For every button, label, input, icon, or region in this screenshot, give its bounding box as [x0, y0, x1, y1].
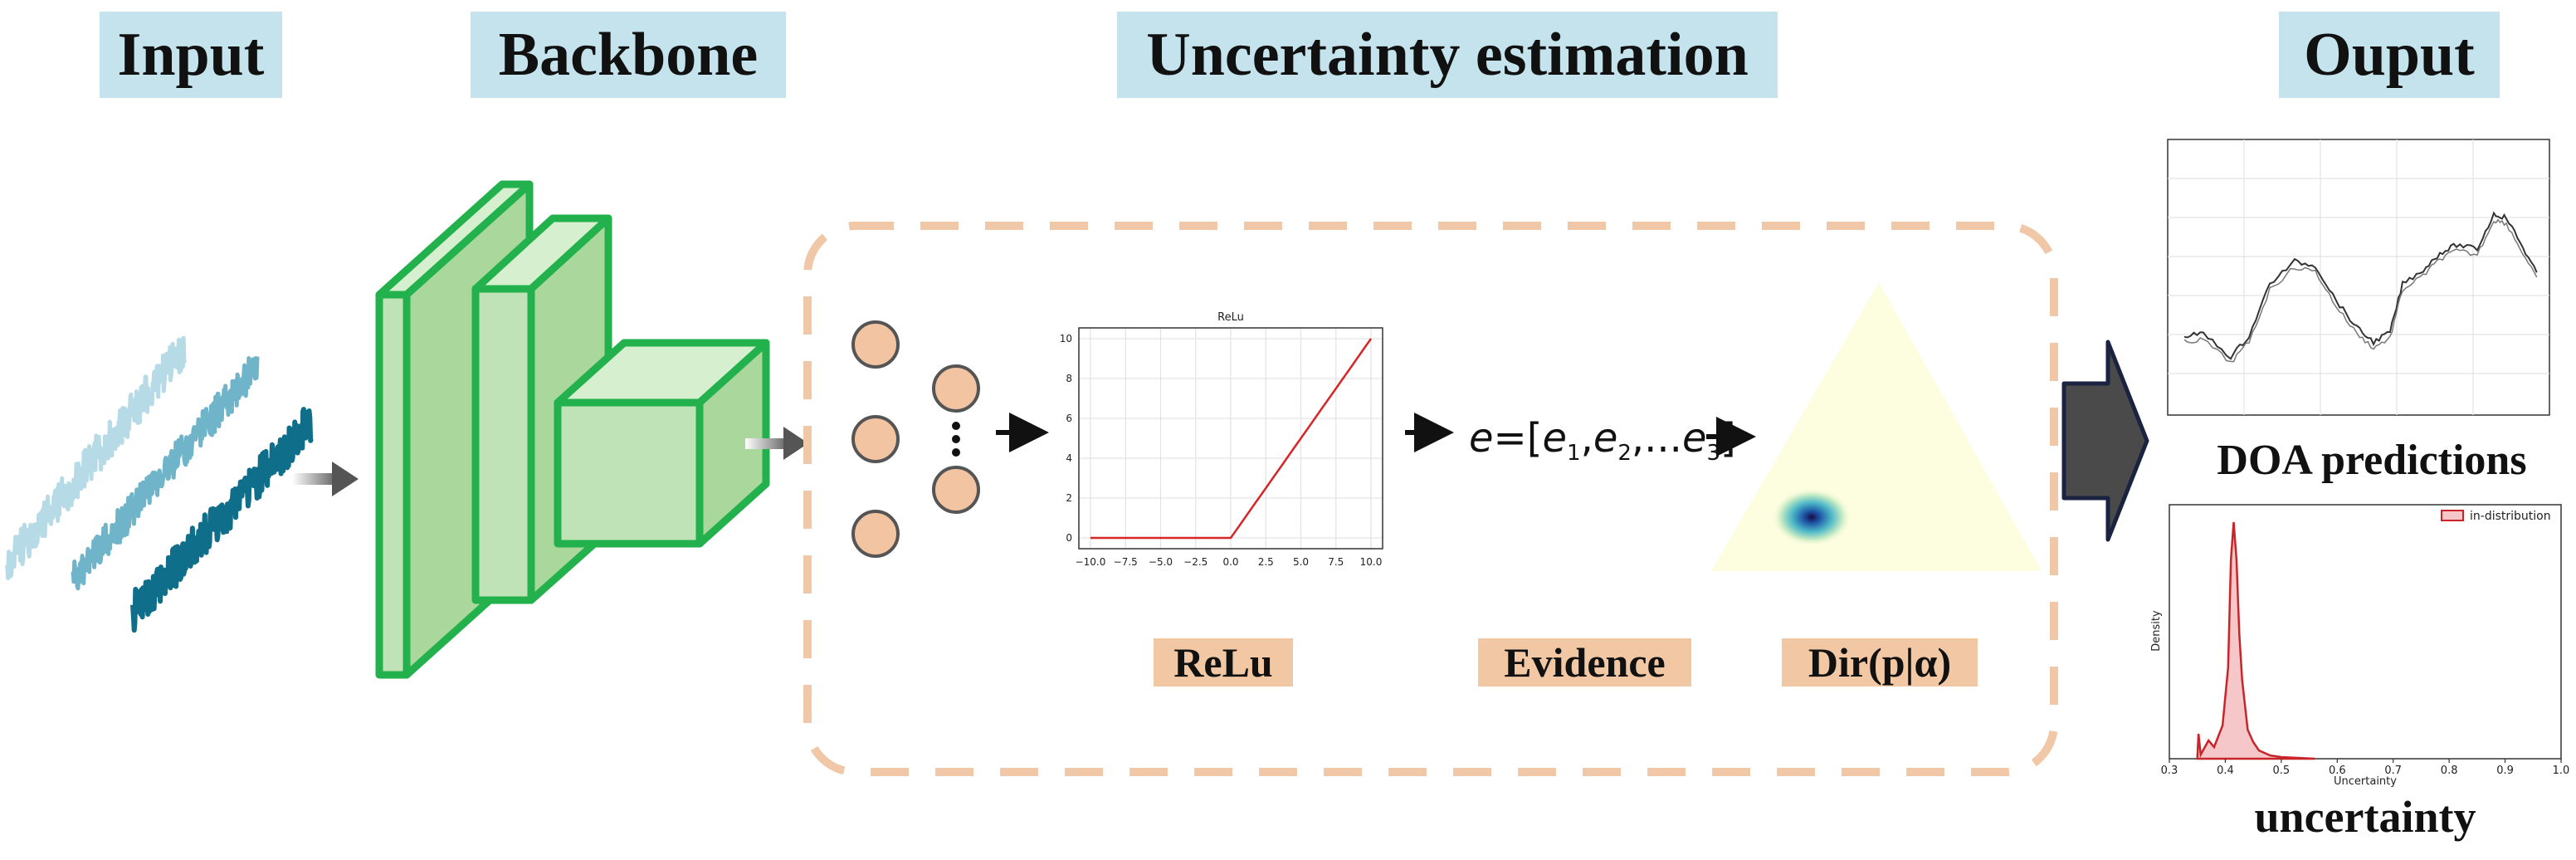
doa-plot: [2167, 139, 2550, 416]
histogram-x-tick-label: 1.0: [2553, 765, 2570, 777]
dirichlet-label: Dir(p|α): [1782, 638, 1978, 687]
relu-y-tick-label: 4: [1066, 452, 1072, 464]
uncertainty-region-border: [803, 222, 2058, 776]
backbone-network: [375, 180, 770, 679]
backbone-to-uncertainty-arrow: [745, 427, 808, 460]
doa-curve: [2183, 211, 2538, 360]
relu-curve: [1090, 338, 1373, 540]
histogram-y-label: Density: [2150, 610, 2163, 652]
input-header: Input: [100, 12, 282, 98]
histogram-legend-label: in-distribution: [2470, 510, 2551, 523]
histogram-x-label: Uncertainty: [2334, 775, 2397, 788]
relu-plot: ReLu −10.0 −7.5 −5.0 −2.5 0.0 2.5 5.0 7.5 10.0 0…: [1060, 311, 1383, 568]
neuron-4: [932, 364, 980, 413]
relu-label: ReLu: [1154, 638, 1293, 687]
input-to-backbone-arrow: [292, 462, 359, 496]
neuron-1: [851, 320, 900, 369]
relu-x-tick-label: −2.5: [1183, 556, 1208, 568]
neuron-layer: [851, 320, 980, 558]
evidence-label: Evidence: [1478, 638, 1691, 687]
uncertainty-caption: uncertainty: [2254, 792, 2476, 842]
histogram-x-ticks: 0.3 0.4 0.5 0.6 0.7 0.8 0.9 1.0: [2161, 759, 2570, 777]
dirichlet-density-blob: [1772, 488, 1852, 546]
relu-x-tick-label: −10.0: [1076, 556, 1106, 568]
neuron-2: [851, 415, 900, 463]
histogram-legend-swatch: [2441, 510, 2464, 521]
relu-y-tick-label: 0: [1066, 532, 1072, 544]
relu-x-ticks: −10.0 −7.5 −5.0 −2.5 0.0 2.5 5.0 7.5 10.0: [1076, 556, 1383, 568]
neuron-ellipsis: [952, 422, 960, 457]
doa-predictions-caption: DOA predictions: [2217, 437, 2527, 484]
dirichlet-simplex: [1711, 282, 2042, 571]
uncertainty-histogram: in-distribution 0.3 0.4 0.5 0.6 0.7 0.8 0.9 1.0…: [2150, 504, 2570, 788]
relu-y-tick-label: 10: [1060, 333, 1072, 344]
relu-y-tick-label: 6: [1066, 413, 1072, 424]
relu-x-tick-label: 7.5: [1328, 556, 1344, 568]
relu-x-tick-label: 2.5: [1258, 556, 1274, 568]
histogram-x-tick-label: 0.6: [2329, 765, 2346, 777]
evidence-formula: e=[e1,e2,...e3]: [1469, 415, 1736, 466]
relu-y-ticks: 0 2 4 6 8 10: [1060, 333, 1072, 544]
neuron-3: [851, 510, 900, 558]
histogram-density: [2196, 521, 2315, 760]
histogram-x-tick-label: 0.4: [2217, 765, 2234, 777]
relu-x-tick-label: −7.5: [1114, 556, 1138, 568]
relu-x-tick-label: 0.0: [1222, 556, 1238, 568]
histogram-x-tick-label: 0.9: [2496, 765, 2514, 777]
histogram-x-tick-label: 0.5: [2273, 765, 2291, 777]
histogram-x-tick-label: 0.7: [2384, 765, 2402, 777]
backbone-header: Backbone: [471, 12, 786, 98]
uncertainty-estimation-header: Uncertainty estimation: [1117, 12, 1778, 98]
relu-y-tick-label: 8: [1066, 373, 1072, 384]
input-signals: [4, 335, 314, 633]
output-arrow: [2061, 340, 2149, 542]
histogram-x-tick-label: 0.8: [2441, 765, 2458, 777]
histogram-x-tick-label: 0.3: [2161, 765, 2178, 777]
relu-y-tick-label: 2: [1066, 492, 1072, 504]
relu-x-tick-label: 10.0: [1360, 556, 1383, 568]
relu-plot-title: ReLu: [1217, 311, 1244, 324]
relu-x-tick-label: 5.0: [1293, 556, 1309, 568]
relu-x-tick-label: −5.0: [1149, 556, 1173, 568]
output-header: Ouput: [2279, 12, 2500, 98]
neuron-5: [932, 466, 980, 514]
doa-curve-secondary: [2183, 218, 2538, 363]
